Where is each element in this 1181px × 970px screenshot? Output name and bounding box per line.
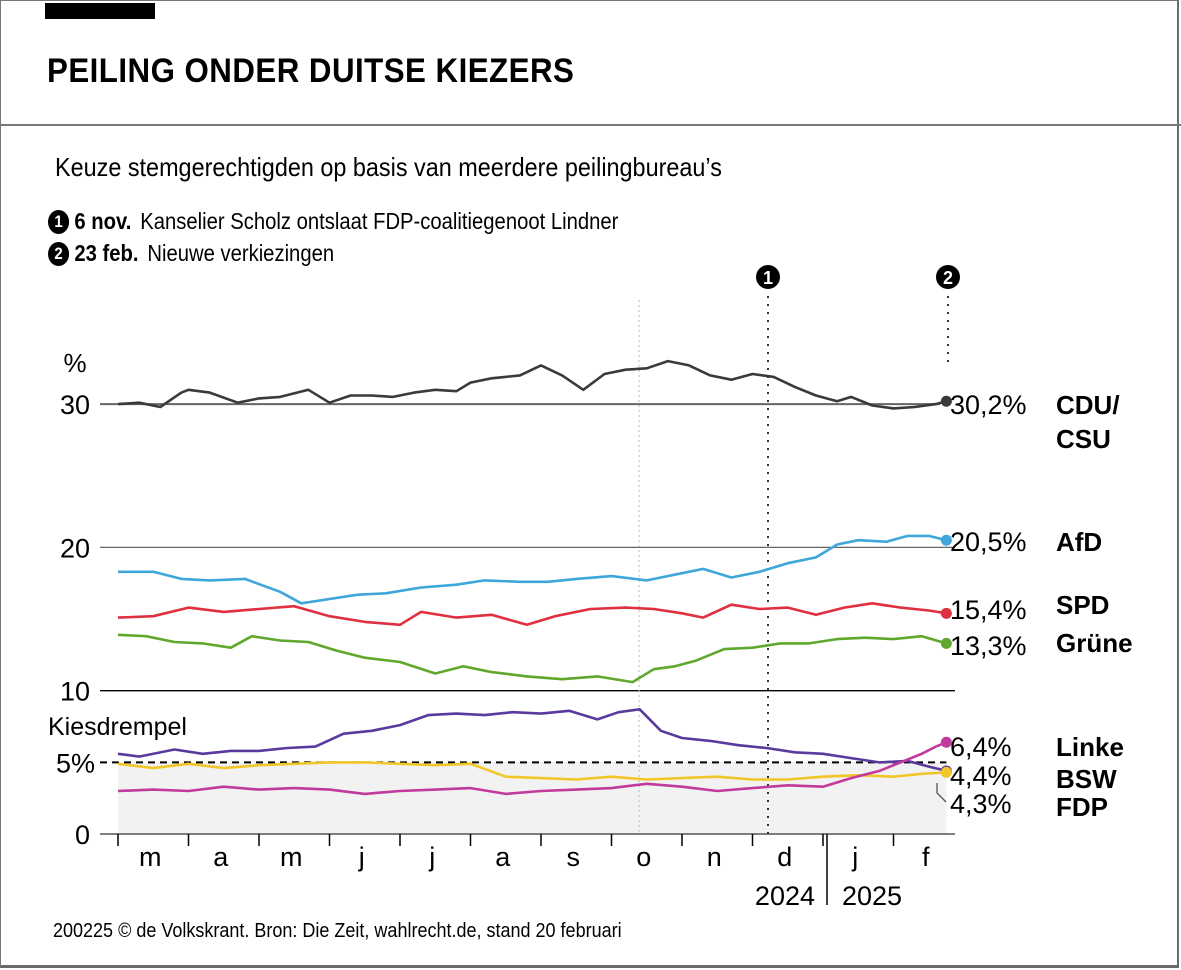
month-label: j	[851, 842, 858, 872]
event-note-2: 2 23 feb. Nieuwe verkiezingen	[48, 240, 334, 267]
event-marker-1-icon	[756, 265, 780, 289]
chart-subtitle: Keuze stemgerechtigden op basis van meer…	[55, 152, 722, 182]
series-line-grne	[117, 633, 947, 684]
y-tick-label: 0	[75, 820, 90, 850]
month-label: d	[777, 842, 792, 872]
value-label: 30,2%	[950, 390, 1027, 420]
party-label: BSW	[1056, 764, 1117, 794]
y-tick-label: 30	[60, 390, 90, 420]
value-label: 20,5%	[950, 527, 1027, 557]
event-description: Nieuwe verkiezingen	[147, 240, 335, 266]
year-label: 2025	[842, 881, 902, 911]
series-line-linke	[117, 741, 947, 796]
month-label: o	[636, 842, 651, 872]
y-tick-label: 10	[60, 677, 90, 707]
y-axis-unit: %	[63, 348, 86, 378]
series-line-spd	[117, 601, 947, 627]
month-label: n	[707, 842, 722, 872]
party-label: Linke	[1056, 732, 1124, 762]
endpoint-dot	[940, 766, 952, 778]
party-label: Grüne	[1056, 628, 1133, 658]
y-tick-label: 20	[60, 533, 90, 563]
month-label: m	[139, 842, 162, 872]
month-label: j	[428, 842, 435, 872]
month-label: s	[567, 842, 581, 872]
party-label: CSU	[1056, 424, 1111, 454]
value-label: 4,4%	[950, 761, 1012, 791]
value-label: 4,3%	[950, 789, 1012, 819]
value-label: 13,3%	[950, 631, 1027, 661]
event-marker-label: 2	[943, 268, 953, 288]
event-marker-label: 1	[763, 268, 773, 288]
party-label: FDP	[1056, 792, 1108, 822]
fdp-leader-line	[936, 783, 947, 803]
month-label: m	[280, 842, 303, 872]
brand-bar	[45, 3, 155, 19]
endpoint-dot	[940, 637, 952, 649]
page-title: PEILING ONDER DUITSE KIEZERS	[47, 52, 575, 90]
event-marker-2-icon	[936, 265, 960, 289]
endpoint-dot	[940, 736, 952, 748]
series-line-fdp	[117, 761, 947, 781]
month-label: a	[495, 842, 511, 872]
endpoint-dot	[940, 395, 952, 407]
party-label: AfD	[1056, 527, 1102, 557]
event-marker-2-icon: 2	[48, 242, 70, 266]
month-label: f	[922, 842, 930, 872]
series-line-afd	[118, 534, 947, 605]
party-label: CDU/	[1056, 390, 1120, 420]
value-label: 6,4%	[950, 732, 1012, 762]
y-tick-label: 5%	[56, 748, 95, 778]
event-date: 23 feb.	[74, 240, 139, 266]
event-description: Kanselier Scholz ontslaat FDP-coalitiege…	[140, 208, 619, 234]
event-marker-1-icon: 1	[48, 210, 70, 234]
header-divider	[0, 124, 1181, 126]
month-label: a	[213, 842, 229, 872]
value-label: 15,4%	[950, 595, 1027, 625]
party-label: SPD	[1056, 590, 1109, 620]
source-footer: 200225 © de Volkskrant. Bron: Die Zeit, …	[53, 920, 622, 942]
series-line-bsw	[117, 707, 947, 773]
threshold-label: Kiesdrempel	[48, 713, 187, 741]
endpoint-dot	[940, 607, 952, 619]
year-label: 2024	[755, 881, 815, 911]
series-line-cducsu	[117, 359, 947, 410]
event-date: 6 nov.	[74, 208, 132, 234]
endpoint-dot	[940, 534, 952, 546]
month-label: j	[358, 842, 365, 872]
below-threshold-area	[118, 762, 947, 834]
